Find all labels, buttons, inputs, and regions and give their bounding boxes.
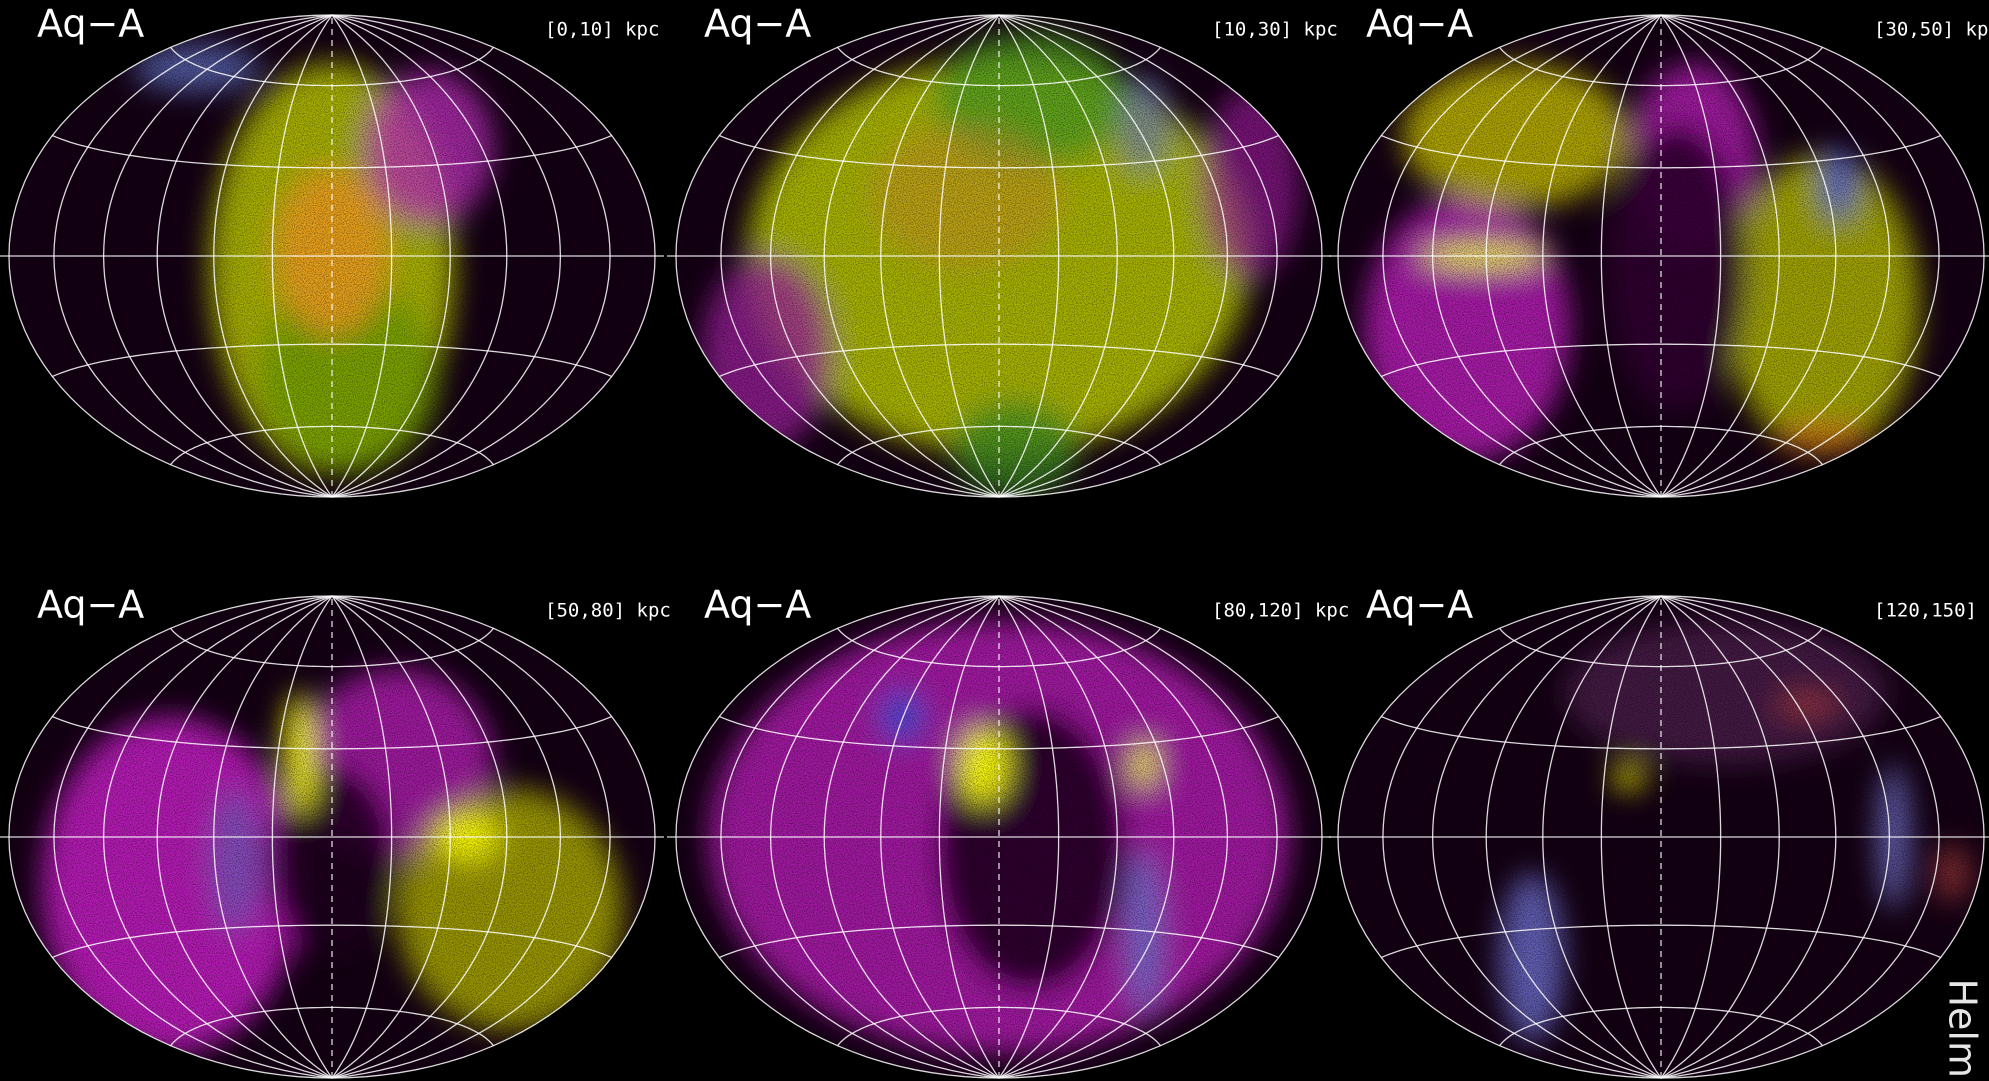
- radial-range: [50,80] kpc: [545, 600, 671, 622]
- parallel: [837, 1006, 1161, 1047]
- parallel: [52, 715, 612, 750]
- parallel: [837, 627, 1161, 668]
- sky-map: Aq−A [80,120] kpc: [667, 583, 1349, 1079]
- parallel: [52, 343, 612, 378]
- panel-label: Aq−A: [704, 2, 811, 46]
- parallel: [52, 134, 612, 169]
- parallel: [170, 425, 494, 466]
- sky-map: Aq−A [120,150] kpc: [1329, 583, 1989, 1079]
- parallel: [1381, 715, 1941, 750]
- parallel: [719, 134, 1279, 169]
- parallel: [170, 627, 494, 668]
- radial-range: [10,30] kpc: [1212, 19, 1338, 41]
- parallel: [719, 924, 1279, 959]
- parallel: [170, 1006, 494, 1047]
- parallel: [1499, 1006, 1823, 1047]
- side-text: Helm: [1941, 978, 1985, 1078]
- parallel: [837, 425, 1161, 466]
- parallel: [719, 343, 1279, 378]
- panel-label: Aq−A: [1366, 2, 1473, 46]
- parallel: [719, 715, 1279, 750]
- radial-range: [80,120] kpc: [1212, 600, 1349, 622]
- panel-label: Aq−A: [37, 2, 144, 46]
- parallel: [837, 46, 1161, 87]
- radial-range: [30,50] kpc: [1874, 19, 1989, 41]
- parallel: [52, 924, 612, 959]
- panel-label: Aq−A: [37, 583, 144, 627]
- parallel: [170, 46, 494, 87]
- parallel: [1381, 134, 1941, 169]
- parallel: [1381, 343, 1941, 378]
- panel-label: Aq−A: [704, 583, 811, 627]
- parallel: [1499, 627, 1823, 668]
- parallel: [1499, 46, 1823, 87]
- panel-label: Aq−A: [1366, 583, 1473, 627]
- parallel: [1499, 425, 1823, 466]
- parallel: [1381, 924, 1941, 959]
- sky-map: Aq−A [0,10] kpc: [0, 2, 664, 498]
- sky-map: Aq−A [30,50] kpc: [1329, 2, 1989, 498]
- radial-range: [120,150] kpc: [1874, 600, 1989, 622]
- sky-map: Aq−A [10,30] kpc: [667, 2, 1338, 498]
- sky-map: Aq−A [50,80] kpc: [0, 583, 671, 1079]
- radial-range: [0,10] kpc: [545, 19, 659, 41]
